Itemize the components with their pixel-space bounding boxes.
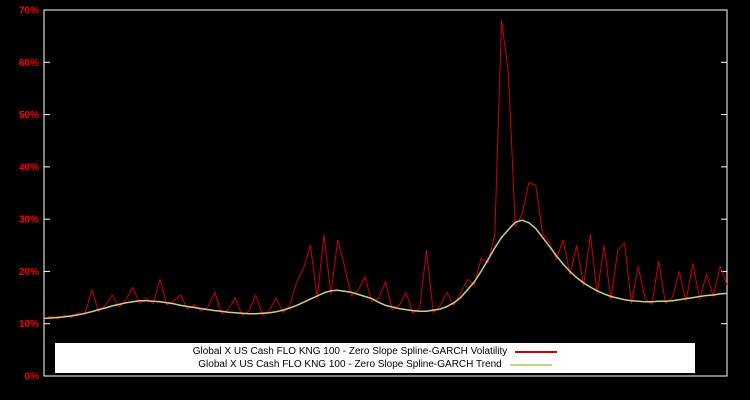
svg-text:60%: 60%	[19, 58, 39, 69]
legend-line-trend-icon	[509, 363, 552, 366]
svg-text:10%: 10%	[19, 319, 39, 330]
legend-line-volatility-icon	[515, 350, 558, 353]
svg-text:20%: 20%	[19, 267, 39, 278]
svg-text:70%: 70%	[19, 6, 39, 17]
legend-label-trend: Global X US Cash FLO KNG 100 - Zero Slop…	[198, 359, 502, 370]
legend-label-volatility: Global X US Cash FLO KNG 100 - Zero Slop…	[192, 346, 508, 357]
svg-text:30%: 30%	[19, 215, 39, 226]
chart-legend: Global X US Cash FLO KNG 100 - Zero Slop…	[55, 343, 695, 373]
svg-text:50%: 50%	[19, 110, 39, 121]
legend-row-volatility: Global X US Cash FLO KNG 100 - Zero Slop…	[65, 345, 685, 358]
svg-text:40%: 40%	[19, 162, 39, 173]
legend-row-trend: Global X US Cash FLO KNG 100 - Zero Slop…	[65, 358, 685, 371]
svg-text:0%: 0%	[25, 372, 40, 383]
